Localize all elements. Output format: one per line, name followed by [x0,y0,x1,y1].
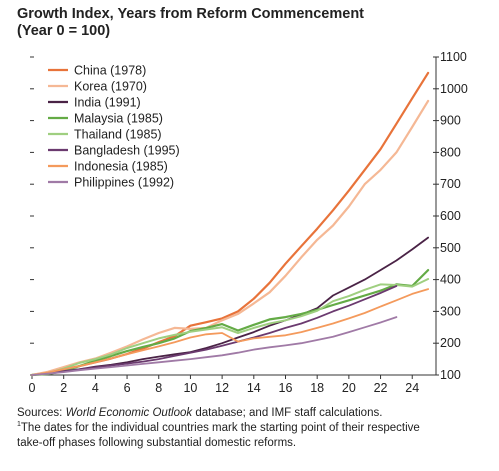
x-tick-label: 10 [183,381,197,395]
y-tick-label: 900 [440,114,461,128]
x-tick-label: 14 [247,381,261,395]
footnote-line-2: take-off phases following substantial do… [17,437,297,449]
series-line-7 [31,288,430,376]
y-tick-label: 800 [440,145,461,159]
chart-title-block: Growth Index, Years from Reform Commence… [17,6,364,40]
x-tick-label: 12 [215,381,229,395]
legend-label: China (1978) [74,64,146,78]
legend-label: Korea (1970) [74,80,147,94]
series-line-2 [30,99,430,377]
x-tick-label: 4 [92,381,99,395]
legend-label: Malaysia (1985) [74,112,163,126]
x-tick-label: 6 [124,381,131,395]
x-tick-label: 8 [155,381,162,395]
x-tick-label: 2 [60,381,67,395]
legend-label: Thailand (1985) [74,128,162,142]
sources-database-name: World Economic Outlook [65,407,193,419]
series-lines [30,71,430,377]
y-tick-label: 1000 [440,82,468,96]
chart-legend: China (1978) Korea (1970) India (1991) Mala… [48,64,180,190]
legend-label: Bangladesh (1995) [74,144,180,158]
legend-label: Philippines (1992) [74,176,174,190]
series-line-5 [31,278,430,376]
series-line-4 [30,269,430,377]
x-tick-label: 18 [310,381,324,395]
chart-subtitle: (Year 0 = 100) [17,23,111,39]
legend-label: India (1991) [74,96,141,110]
x-tick-label: 16 [279,381,293,395]
footnote-marker: 1 [17,421,21,429]
x-tick-label: 22 [374,381,388,395]
chart-notes: Sources: World Economic Outlook database… [17,406,420,451]
y-tick-label: 300 [440,304,461,318]
x-tick-label: 0 [29,381,36,395]
sources-note: Sources: World Economic Outlook database… [17,407,383,419]
chart-title: Growth Index, Years from Reform Commence… [17,6,365,22]
series-line-8 [31,316,398,376]
x-tick-label: 20 [342,381,356,395]
y-tick-label: 400 [440,273,461,287]
series-line-6 [31,285,398,376]
y-tick-label: 700 [440,177,461,191]
y-tick-label: 100 [440,368,461,382]
y-tick-label: 200 [440,336,461,350]
x-tick-label: 24 [405,381,419,395]
y-tick-label: 600 [440,209,461,223]
legend-label: Indonesia (1985) [74,160,168,174]
y-tick-label: 1100 [440,50,467,64]
chart-axes: 0 2 4 6 8 10 12 14 16 18 20 22 241002003004005006007… [29,50,468,395]
y-tick-label: 500 [440,241,461,255]
footnote-line-1: 1The dates for the individual countries … [17,421,420,434]
